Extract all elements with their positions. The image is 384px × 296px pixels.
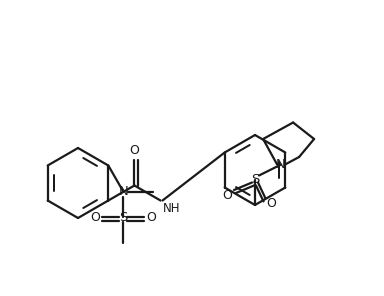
Text: NH: NH (162, 202, 180, 215)
Text: S: S (251, 173, 259, 186)
Text: O: O (129, 144, 139, 157)
Text: S: S (119, 210, 127, 223)
Text: O: O (91, 210, 100, 223)
Text: O: O (146, 210, 156, 223)
Text: N: N (118, 185, 128, 198)
Text: N: N (276, 158, 286, 171)
Text: O: O (222, 189, 232, 202)
Text: O: O (266, 197, 276, 210)
